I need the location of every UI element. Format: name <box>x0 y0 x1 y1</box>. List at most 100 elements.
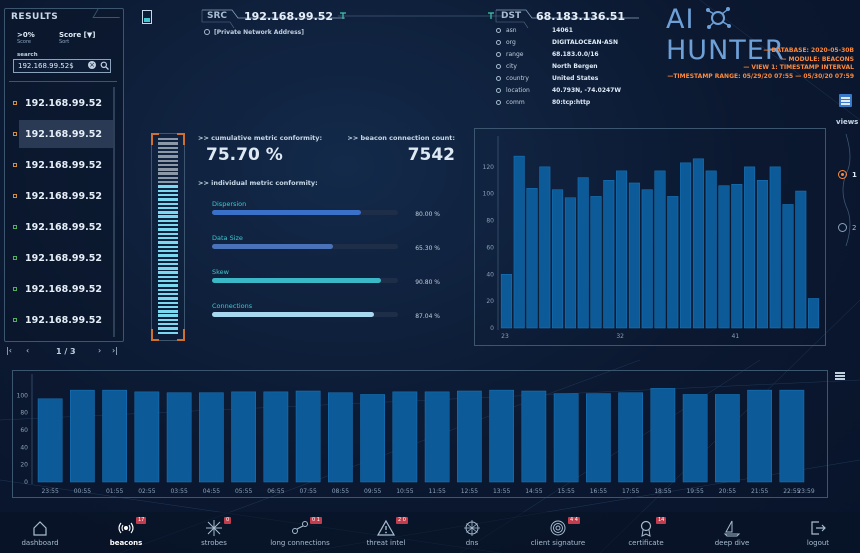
chart-bar[interactable] <box>782 204 794 329</box>
x-tick-label: 18:55 <box>654 488 671 495</box>
chart-bar[interactable] <box>295 390 321 483</box>
score-filter[interactable]: >0% Score <box>17 31 35 45</box>
chart-bar[interactable] <box>654 170 666 329</box>
gauge-segment <box>158 318 178 322</box>
chart-bar[interactable] <box>102 389 127 483</box>
chart-bar[interactable] <box>603 180 615 329</box>
nav-logout[interactable]: logout <box>778 515 858 551</box>
chart-bar[interactable] <box>667 196 679 329</box>
chart-bar[interactable] <box>199 392 224 483</box>
chart-bar[interactable] <box>616 170 628 329</box>
y-tick-label: 0 <box>24 479 28 486</box>
nav-threat-intel[interactable]: 2 0 threat intel <box>346 515 426 551</box>
chart-bar[interactable] <box>360 394 385 483</box>
chart-bar[interactable] <box>539 166 551 329</box>
view-2-radio[interactable] <box>838 223 847 232</box>
result-item[interactable]: 192.168.99.52 <box>13 275 115 303</box>
result-item[interactable]: 192.168.99.52 <box>13 306 115 334</box>
chart-bar[interactable] <box>628 182 640 329</box>
chart-bar[interactable] <box>37 398 63 483</box>
gauge-segment <box>158 284 178 287</box>
next-page-icon[interactable]: › <box>98 346 102 355</box>
result-item[interactable]: 192.168.99.52 <box>13 182 115 210</box>
dst-ip[interactable]: 68.183.136.51 <box>536 10 626 23</box>
certificate-icon <box>640 520 652 537</box>
chart-bar[interactable] <box>526 188 538 329</box>
result-item[interactable]: 192.168.99.52 <box>13 89 115 117</box>
chart-bar[interactable] <box>577 177 589 329</box>
result-item[interactable]: 192.168.99.52 <box>13 213 115 241</box>
nav-strobes[interactable]: 0 strobes <box>174 515 254 551</box>
individual-label: >> individual metric conformity: <box>198 179 318 187</box>
results-scrollbar[interactable] <box>113 87 115 337</box>
chart-bar[interactable] <box>500 274 512 329</box>
nav-badge: 2 0 <box>396 517 408 524</box>
chart-bar[interactable] <box>521 390 547 483</box>
chart-bar[interactable] <box>513 155 525 329</box>
nav-beacons[interactable]: 17 beacons <box>86 515 166 551</box>
timeline-menu-icon[interactable] <box>835 372 845 380</box>
chart-bar[interactable] <box>731 184 743 329</box>
chart-bar[interactable] <box>795 190 807 329</box>
chart-bar[interactable] <box>718 185 730 329</box>
gauge-segment <box>158 193 178 197</box>
chart-bar[interactable] <box>70 389 95 483</box>
search-input[interactable] <box>18 60 78 72</box>
first-page-icon[interactable]: |‹ <box>6 346 12 355</box>
chart-bar[interactable] <box>641 189 653 329</box>
chart-bar[interactable] <box>779 389 805 483</box>
src-ip[interactable]: 192.168.99.52 <box>244 10 334 23</box>
gauge-segment <box>158 301 178 304</box>
chart-bar[interactable] <box>424 391 450 483</box>
nav-dns[interactable]: dns <box>432 515 512 551</box>
result-status-icon <box>13 163 17 167</box>
chart-bar[interactable] <box>692 158 704 329</box>
clear-search-icon[interactable]: × <box>88 61 96 69</box>
chart-bar[interactable] <box>263 391 289 483</box>
search-icon[interactable] <box>100 61 109 70</box>
chart-bar[interactable] <box>457 390 482 483</box>
prev-page-icon[interactable]: ‹ <box>26 346 30 355</box>
chart-bar[interactable] <box>756 180 768 329</box>
geo-info-icon <box>496 64 501 69</box>
chart-bar[interactable] <box>328 392 353 483</box>
last-page-icon[interactable]: ›| <box>112 346 118 355</box>
chart-bar[interactable] <box>586 393 611 483</box>
result-item[interactable]: 192.168.99.52 <box>13 244 115 272</box>
chart-bar[interactable] <box>590 196 602 329</box>
list-view-icon[interactable] <box>839 94 852 107</box>
geo-value: 40.793N, -74.0247W <box>552 87 621 94</box>
gauge-segment <box>158 292 178 296</box>
chart-bar[interactable] <box>744 166 756 329</box>
sort-select[interactable]: Score [▼] Sort <box>59 31 95 45</box>
chart-bar[interactable] <box>552 189 564 329</box>
nav-long-connections[interactable]: 0 1 long connections <box>260 515 340 551</box>
result-item[interactable]: 192.168.99.52 <box>13 120 115 148</box>
chart-bar[interactable] <box>715 394 740 483</box>
chart-bar[interactable] <box>553 393 579 483</box>
chart-bar[interactable] <box>134 391 160 483</box>
chart-bar[interactable] <box>489 389 514 483</box>
result-item[interactable]: 192.168.99.52 <box>13 151 115 179</box>
brand-left: AI <box>666 4 695 35</box>
view-1-radio[interactable] <box>838 170 847 179</box>
chart-bar[interactable] <box>682 394 708 483</box>
chart-bar[interactable] <box>618 392 643 483</box>
chart-bar[interactable] <box>166 392 192 483</box>
chart-bar[interactable] <box>392 391 418 483</box>
nav-badge: 0 <box>224 517 232 524</box>
nav-certificate[interactable]: 14 certificate <box>606 515 686 551</box>
nav-client-signature[interactable]: 4 4 client signature <box>518 515 598 551</box>
nav-dashboard[interactable]: dashboard <box>0 515 80 551</box>
chart-bar[interactable] <box>747 389 772 483</box>
nav-deep-dive[interactable]: deep dive <box>692 515 772 551</box>
chart-bar[interactable] <box>564 197 576 329</box>
chart-bar[interactable] <box>231 391 256 483</box>
chart-bar[interactable] <box>705 170 717 329</box>
chart-bar[interactable] <box>808 298 820 329</box>
chart-bar[interactable] <box>650 388 676 483</box>
chart-bar[interactable] <box>680 162 692 329</box>
gauge-segment <box>158 189 178 193</box>
chart-bar[interactable] <box>769 166 781 329</box>
x-tick-label: 32 <box>616 333 624 340</box>
